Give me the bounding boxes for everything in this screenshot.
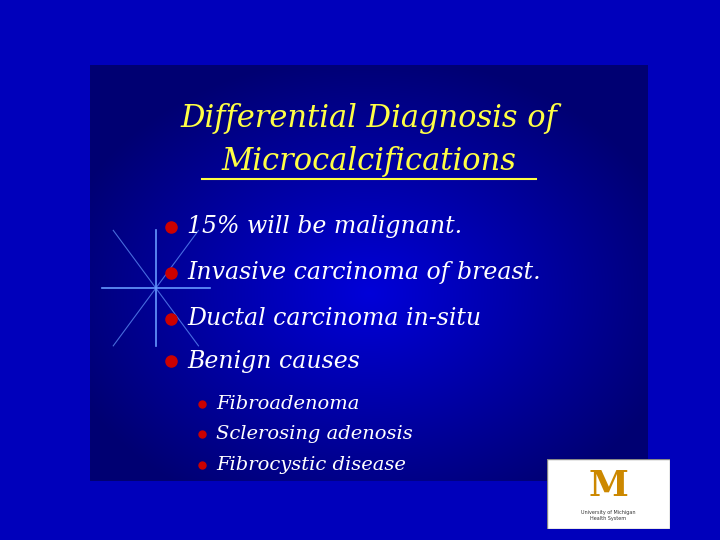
Text: Sclerosing adenosis: Sclerosing adenosis: [216, 426, 413, 443]
Text: Microcalcifications: Microcalcifications: [222, 146, 516, 177]
Text: 15% will be malignant.: 15% will be malignant.: [187, 215, 462, 238]
Text: Differential Diagnosis of: Differential Diagnosis of: [181, 103, 557, 134]
Text: Fibrocystic disease: Fibrocystic disease: [216, 456, 406, 474]
Text: Ductal carcinoma in-situ: Ductal carcinoma in-situ: [187, 307, 481, 330]
Text: Fibroadenoma: Fibroadenoma: [216, 395, 360, 413]
Text: Invasive carcinoma of breast.: Invasive carcinoma of breast.: [187, 261, 541, 284]
FancyBboxPatch shape: [547, 459, 670, 529]
Text: Benign causes: Benign causes: [187, 350, 360, 373]
Text: University of Michigan
Health System: University of Michigan Health System: [581, 510, 636, 521]
Text: M: M: [588, 469, 629, 503]
